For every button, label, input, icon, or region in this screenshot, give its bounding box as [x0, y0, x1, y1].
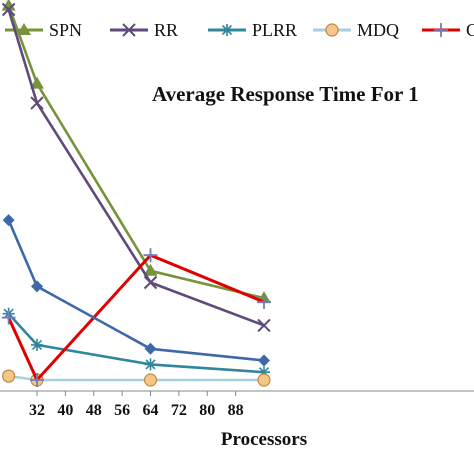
data-point-c	[257, 295, 271, 309]
legend-entry-plrr: PLRR	[208, 20, 297, 40]
data-point-series-6	[2, 214, 15, 227]
x-tick-label: 80	[199, 402, 215, 419]
legend-marker-plrr	[221, 24, 233, 36]
data-point-rr	[30, 96, 44, 110]
data-point-mdq	[257, 373, 271, 387]
x-tick-label: 88	[228, 402, 244, 419]
data-point-plrr	[144, 358, 157, 371]
data-point-c	[30, 373, 44, 387]
data-point-spn	[1, 0, 16, 11]
legend-entry-c: C	[422, 20, 474, 40]
x-axis-title: Processors	[221, 429, 307, 450]
series-line-mdq	[8, 374, 264, 382]
data-point-rr	[143, 275, 158, 290]
data-point-series-6	[31, 280, 43, 293]
x-tick-label: 40	[57, 402, 73, 419]
series-line-plrr	[7, 312, 265, 374]
legend-label-c: C	[466, 20, 474, 40]
data-point-rr	[1, 2, 16, 17]
legend-marker-spn	[17, 23, 31, 35]
legend-marker-c	[434, 23, 448, 37]
legend-marker-rr	[122, 23, 136, 37]
x-tick-label: 56	[114, 402, 130, 419]
data-point-plrr	[31, 338, 43, 351]
x-tick-label: 64	[143, 402, 159, 419]
data-point-c	[1, 310, 16, 325]
data-point-series-6	[144, 342, 157, 355]
series-spn	[1, 0, 271, 304]
data-point-mdq	[2, 369, 16, 383]
legend-marker-mdq	[325, 23, 339, 37]
data-point-rr	[257, 318, 271, 333]
data-point-series-6	[258, 354, 270, 367]
series-c	[1, 248, 271, 387]
series-plrr	[2, 307, 270, 379]
data-point-spn	[143, 263, 158, 276]
x-axis-ticks: 32 40 48 56 64 72 80 88	[29, 391, 244, 419]
legend-label-spn: SPN	[49, 20, 82, 40]
data-point-mdq	[143, 373, 158, 387]
chart-legend: SPN RR PLRR MDQ C	[5, 20, 474, 40]
series-series-6	[2, 214, 270, 367]
legend-entry-spn: SPN	[5, 20, 82, 40]
chart-title: Average Response Time For 1	[152, 82, 419, 106]
plot-area	[1, 0, 271, 387]
legend-label-rr: RR	[154, 20, 178, 40]
series-line-rr	[7, 9, 265, 327]
series-rr	[1, 2, 271, 333]
legend-label-mdq: MDQ	[357, 20, 399, 40]
series-mdq	[2, 369, 271, 387]
legend-entry-mdq: MDQ	[313, 20, 399, 40]
data-point-spn	[30, 76, 44, 89]
data-point-c	[143, 248, 158, 263]
legend-entry-rr: RR	[110, 20, 178, 40]
x-tick-label: 48	[86, 402, 102, 419]
legend-label-plrr: PLRR	[252, 20, 297, 40]
data-point-plrr	[258, 366, 270, 379]
series-line-series-6	[7, 219, 265, 362]
series-line-spn	[7, 5, 265, 300]
x-tick-label: 72	[171, 402, 187, 419]
x-tick-label: 32	[29, 402, 45, 419]
